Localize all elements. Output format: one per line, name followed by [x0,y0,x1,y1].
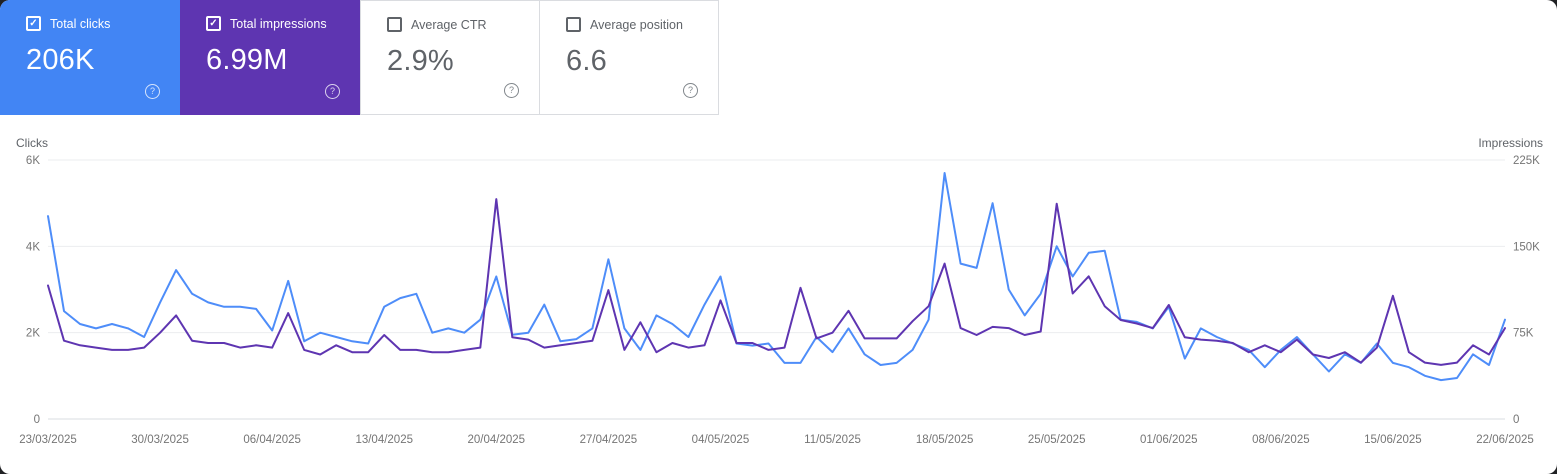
metric-label: Total clicks [50,16,111,31]
x-axis-tick: 30/03/2025 [131,434,189,446]
left-axis-tick: 2K [26,328,40,340]
checkbox-unchecked-icon[interactable] [566,17,581,32]
metric-value: 2.9% [387,45,454,77]
left-axis-tick: 6K [26,155,40,167]
x-axis-tick: 18/05/2025 [916,434,974,446]
help-glyph: ? [508,85,514,95]
metric-label: Average position [590,17,683,32]
right-axis-tick: 150K [1513,241,1540,253]
metric-value: 6.6 [566,45,607,77]
x-axis-tick: 22/06/2025 [1476,434,1534,446]
metric-label: Average CTR [411,17,487,32]
left-axis-tick: 0 [34,414,40,426]
metric-value: 6.99M [206,44,288,76]
metric-card-total-impressions[interactable]: ✓ Total impressions 6.99M ? [180,0,360,115]
x-axis-tick: 04/05/2025 [692,434,750,446]
help-icon[interactable]: ? [325,84,340,99]
checkbox-checked-icon[interactable]: ✓ [26,16,41,31]
x-axis-tick: 01/06/2025 [1140,434,1198,446]
metric-card-header: ✓ Total clicks [26,16,164,31]
checkbox-unchecked-icon[interactable] [387,17,402,32]
right-axis-tick: 75K [1513,328,1534,340]
x-axis-tick: 23/03/2025 [19,434,77,446]
metric-card-total-clicks[interactable]: ✓ Total clicks 206K ? [0,0,180,115]
x-axis-tick: 11/05/2025 [804,434,861,446]
help-icon[interactable]: ? [683,83,698,98]
metric-label: Total impressions [230,16,327,31]
chart-host[interactable]: 0 0 2K 75K 4K 150K 6K 225K 23/03/2025 30/03/2025 0… [0,115,1557,474]
help-glyph: ? [149,86,155,96]
left-axis-tick: 4K [26,241,40,253]
help-icon[interactable]: ? [145,84,160,99]
check-glyph: ✓ [29,17,38,29]
metric-value: 206K [26,44,95,76]
x-axis-tick: 13/04/2025 [355,434,413,446]
x-axis-tick: 27/04/2025 [580,434,638,446]
checkbox-checked-icon[interactable]: ✓ [206,16,221,31]
performance-chart-svg[interactable]: 0 0 2K 75K 4K 150K 6K 225K 23/03/2025 30/03/2025 0… [0,115,1557,474]
x-axis-tick: 08/06/2025 [1252,434,1310,446]
metric-card-average-position[interactable]: Average position 6.6 ? [539,0,719,115]
help-glyph: ? [329,86,335,96]
metric-card-header: Average CTR [387,17,523,32]
help-glyph: ? [687,85,693,95]
check-glyph: ✓ [209,17,218,29]
metric-card-header: Average position [566,17,702,32]
total-impressions-line [47,198,1506,366]
help-icon[interactable]: ? [504,83,519,98]
left-axis-title: Clicks [16,136,48,150]
metric-cards: ✓ Total clicks 206K ? ✓ Total impression… [0,0,1557,115]
x-axis-tick: 06/04/2025 [243,434,301,446]
metric-card-header: ✓ Total impressions [206,16,344,31]
x-axis-tick: 15/06/2025 [1364,434,1422,446]
performance-chart: Clicks Impressions 0 0 2K 75K 4K 150K 6K 225K 23… [0,115,1557,474]
total-clicks-line [47,172,1506,382]
right-axis-title: Impressions [1478,136,1543,150]
right-axis-tick: 0 [1513,414,1519,426]
x-axis-tick: 25/05/2025 [1028,434,1086,446]
x-axis-tick: 20/04/2025 [468,434,526,446]
metric-card-average-ctr[interactable]: Average CTR 2.9% ? [360,0,540,115]
right-axis-tick: 225K [1513,155,1540,167]
